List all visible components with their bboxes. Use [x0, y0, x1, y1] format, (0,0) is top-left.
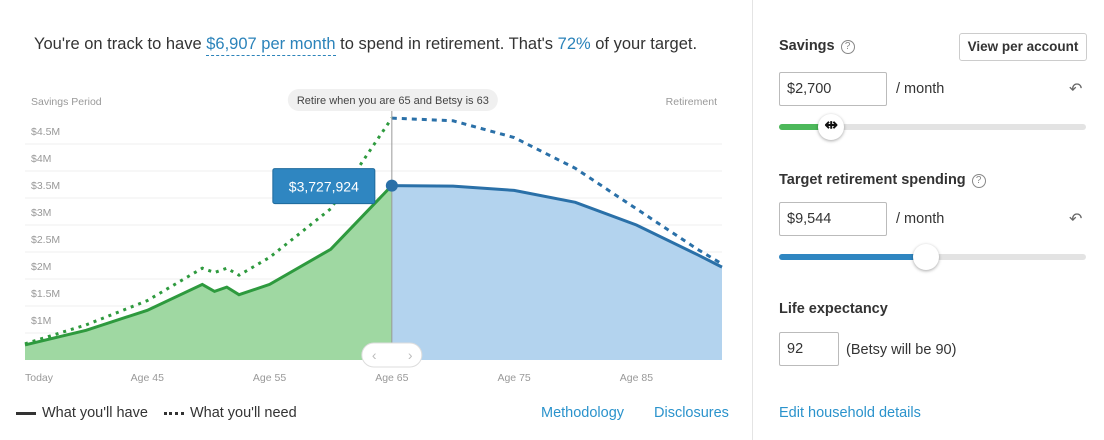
dotted-line-icon	[163, 411, 184, 415]
legend-need: What you'll need	[163, 405, 297, 421]
life-expectancy-label: Life expectancy	[779, 301, 888, 317]
chevron-left-icon: ‹	[372, 347, 377, 363]
savings-slider-fill	[779, 124, 832, 130]
retirement-point	[385, 179, 398, 192]
x-tick-label: Age 85	[620, 372, 653, 384]
help-icon[interactable]: ?	[971, 174, 986, 188]
view-per-account-button[interactable]: View per account	[959, 33, 1087, 61]
headline: You're on track to have $6,907 per month…	[34, 35, 698, 56]
legend-have: What you'll have	[16, 405, 148, 421]
retirement-label: Retirement	[666, 96, 717, 108]
need-line-savings	[24, 117, 394, 346]
savings-label: Savings?	[779, 38, 855, 54]
y-tick-label: $3.5M	[31, 180, 60, 192]
retirement-age-drag-handle[interactable]	[361, 342, 423, 368]
x-tick-label: Today	[25, 372, 54, 384]
chevron-right-icon: ›	[408, 347, 413, 363]
y-tick-label: $3M	[31, 207, 51, 219]
headline-text: to spend in retirement. That's	[335, 35, 558, 53]
life-expectancy-input[interactable]: 92	[779, 332, 839, 366]
y-tick-label: $2.5M	[31, 234, 60, 246]
retirement-area	[391, 185, 722, 360]
savings-unit: / month	[896, 81, 945, 97]
undo-icon[interactable]: ↶	[1069, 81, 1083, 98]
savings-input[interactable]: $2,700	[779, 72, 887, 106]
target-spending-input[interactable]: $9,544	[779, 202, 887, 236]
betsy-age-note: (Betsy will be 90)	[846, 342, 957, 358]
legend: What you'll have What you'll need	[16, 405, 297, 421]
y-tick-label: $1.5M	[31, 288, 60, 300]
edit-household-link[interactable]: Edit household details	[779, 405, 921, 421]
x-tick-label: Age 75	[497, 372, 530, 384]
value-tooltip-text: $3,727,924	[289, 179, 359, 195]
headline-text: You're on track to have	[34, 35, 207, 53]
retire-age-pill	[287, 89, 498, 111]
have-line-retirement	[391, 184, 723, 269]
y-tick-label: $1M	[31, 315, 51, 327]
savings-area	[25, 185, 392, 360]
y-tick-label: $4.5M	[31, 126, 60, 138]
solid-line-icon	[16, 411, 36, 415]
settings-panel: Savings? View per account $2,700 / month…	[752, 0, 1104, 440]
headline-text: of your target.	[590, 35, 698, 53]
monthly-amount-link[interactable]: $6,907 per month	[206, 35, 336, 56]
need-line-retirement	[391, 116, 723, 266]
target-unit: / month	[896, 211, 945, 227]
help-icon[interactable]: ?	[840, 40, 855, 54]
target-percent: 72%	[557, 35, 591, 53]
disclosures-link[interactable]: Disclosures	[654, 405, 729, 421]
legend-have-label: What you'll have	[42, 405, 148, 421]
x-tick-label: Age 55	[253, 372, 286, 384]
target-spending-slider[interactable]	[779, 244, 1086, 270]
target-slider-thumb[interactable]	[913, 244, 940, 270]
move-cursor-icon: ⇹	[824, 117, 838, 134]
y-tick-label: $4M	[31, 153, 51, 165]
retire-age-text: Retire when you are 65 and Betsy is 63	[297, 95, 489, 107]
target-spending-label: Target retirement spending?	[779, 172, 986, 188]
retirement-chart: $1M $1.5M $2M $2.5M $3M $3.5M $4M $4.5M $3,727,9…	[24, 89, 723, 384]
x-tick-label: Age 65	[375, 372, 408, 384]
savings-slider-thumb[interactable]: ⇹	[818, 114, 845, 140]
have-line-savings	[24, 184, 393, 347]
methodology-link[interactable]: Methodology	[541, 405, 625, 421]
value-tooltip	[272, 168, 376, 205]
savings-period-label: Savings Period	[31, 96, 102, 108]
target-slider-fill	[779, 254, 927, 260]
savings-slider[interactable]: ⇹	[779, 114, 1086, 140]
x-tick-label: Age 45	[131, 372, 164, 384]
undo-icon[interactable]: ↶	[1069, 211, 1083, 228]
legend-need-label: What you'll need	[189, 405, 297, 421]
y-tick-label: $2M	[31, 261, 51, 273]
